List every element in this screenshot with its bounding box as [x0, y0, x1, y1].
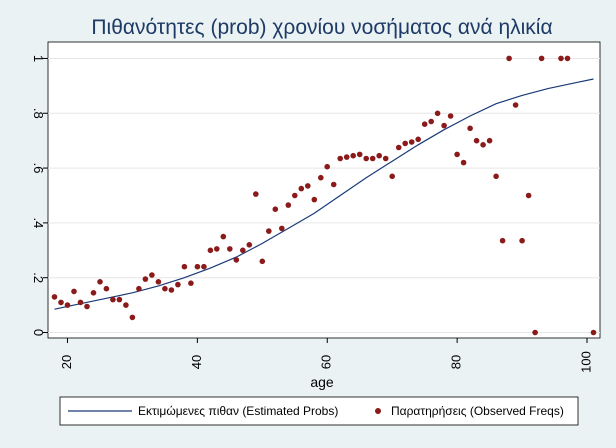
- x-tick-label: 80: [449, 355, 464, 369]
- observed-frequency-point: [493, 174, 499, 180]
- observed-frequency-point: [435, 111, 441, 117]
- observed-frequency-point: [240, 248, 246, 254]
- observed-frequency-point: [415, 137, 421, 143]
- chart-title: Πιθανότητες (prob) χρονίου νοσήματος ανά…: [91, 16, 552, 39]
- observed-frequency-point: [461, 160, 467, 166]
- observed-frequency-point: [454, 152, 460, 158]
- observed-frequency-point: [117, 297, 123, 303]
- observed-frequency-point: [487, 138, 493, 144]
- observed-frequency-point: [169, 287, 175, 293]
- observed-frequency-point: [558, 56, 564, 62]
- observed-frequency-point: [136, 286, 142, 292]
- observed-frequency-point: [195, 264, 201, 270]
- legend-marker-swatch: [375, 408, 381, 414]
- observed-frequency-point: [110, 297, 116, 303]
- observed-frequency-point: [247, 242, 253, 248]
- observed-frequency-point: [402, 141, 408, 147]
- observed-frequency-point: [474, 138, 480, 144]
- observed-frequency-point: [383, 156, 389, 162]
- observed-frequency-point: [253, 191, 259, 197]
- observed-frequency-point: [591, 330, 597, 336]
- observed-frequency-point: [214, 246, 220, 252]
- observed-frequency-point: [227, 246, 233, 252]
- x-tick-label: 100: [578, 351, 593, 373]
- y-tick-label: .6: [31, 163, 46, 174]
- observed-frequency-point: [65, 302, 71, 308]
- legend-label-estimated: Εκτιμώμενες πιθαν (Estimated Probs): [138, 404, 338, 418]
- observed-frequency-point: [312, 197, 318, 203]
- observed-frequency-point: [357, 152, 363, 158]
- legend: Εκτιμώμενες πιθαν (Estimated Probs) Παρα…: [60, 397, 578, 425]
- x-tick-label: 60: [319, 355, 334, 369]
- observed-frequency-point: [506, 56, 512, 62]
- observed-frequency-point: [376, 153, 382, 159]
- observed-frequency-point: [149, 272, 155, 278]
- y-tick-label: .8: [31, 108, 46, 119]
- observed-frequency-point: [422, 121, 428, 127]
- observed-frequency-point: [91, 290, 97, 296]
- x-tick-label: 20: [59, 355, 74, 369]
- observed-frequency-point: [286, 202, 292, 208]
- observed-frequency-point: [480, 142, 486, 148]
- observed-frequency-point: [208, 248, 214, 254]
- observed-frequency-point: [58, 300, 64, 306]
- observed-frequency-point: [104, 286, 110, 292]
- observed-frequency-point: [260, 259, 266, 265]
- observed-frequency-point: [71, 289, 77, 295]
- observed-frequency-point: [370, 156, 376, 162]
- y-tick-label: .2: [31, 272, 46, 283]
- observed-frequency-point: [363, 156, 369, 162]
- observed-frequency-point: [448, 113, 454, 119]
- observed-frequency-point: [344, 154, 350, 160]
- observed-frequency-point: [428, 119, 434, 125]
- observed-frequency-point: [532, 330, 538, 336]
- observed-frequency-point: [97, 279, 103, 285]
- y-tick-label: .4: [31, 217, 46, 228]
- observed-frequency-point: [350, 153, 356, 159]
- observed-frequency-point: [389, 174, 395, 180]
- observed-frequency-point: [175, 282, 181, 288]
- x-tick-label: 40: [189, 355, 204, 369]
- observed-frequency-point: [182, 264, 188, 270]
- observed-frequency-point: [188, 280, 194, 286]
- observed-frequency-point: [156, 279, 162, 285]
- observed-frequency-point: [539, 56, 545, 62]
- observed-frequency-point: [273, 206, 279, 212]
- observed-frequency-point: [221, 234, 227, 240]
- observed-frequency-point: [123, 302, 129, 308]
- observed-frequency-point: [500, 238, 506, 244]
- observed-frequency-point: [292, 193, 298, 199]
- observed-frequency-point: [441, 123, 447, 129]
- observed-frequency-point: [162, 286, 168, 292]
- x-axis-title: age: [310, 374, 334, 390]
- y-tick-label: 1: [31, 55, 46, 62]
- observed-frequency-point: [318, 175, 324, 181]
- legend-label-observed: Παρατηρήσεις (Observed Freqs): [391, 404, 564, 418]
- y-tick-label: 0: [31, 329, 46, 336]
- observed-frequency-point: [52, 294, 58, 300]
- observed-frequency-point: [565, 56, 571, 62]
- observed-frequency-point: [266, 228, 272, 234]
- observed-frequency-point: [143, 276, 149, 282]
- observed-frequency-point: [305, 183, 311, 189]
- observed-frequency-point: [467, 126, 473, 132]
- observed-frequency-point: [78, 300, 84, 306]
- observed-frequency-point: [299, 186, 305, 192]
- observed-frequency-point: [201, 264, 207, 270]
- observed-frequency-point: [84, 304, 90, 310]
- observed-frequency-point: [130, 315, 136, 321]
- observed-frequency-point: [337, 156, 343, 162]
- observed-frequency-point: [519, 238, 525, 244]
- observed-frequency-point: [513, 102, 519, 108]
- observed-frequency-point: [234, 257, 240, 263]
- observed-frequency-point: [279, 226, 285, 232]
- observed-frequency-point: [409, 139, 415, 145]
- observed-frequency-point: [526, 193, 532, 199]
- observed-frequency-point: [331, 182, 337, 188]
- observed-frequency-point: [324, 164, 330, 170]
- observed-frequency-point: [396, 145, 402, 151]
